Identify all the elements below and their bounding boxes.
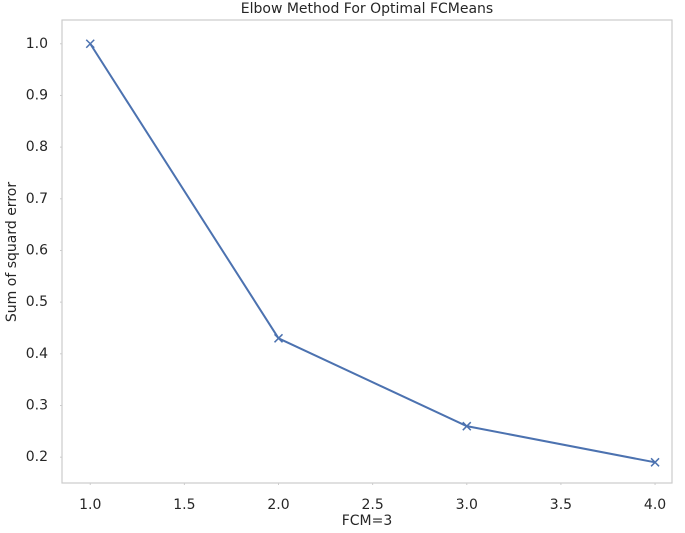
x-tick-label: 3.5 xyxy=(550,497,572,513)
x-tick-label: 4.0 xyxy=(644,497,666,513)
x-tick-label: 2.5 xyxy=(362,497,384,513)
y-tick-label: 0.2 xyxy=(26,449,48,465)
y-tick-label: 0.5 xyxy=(26,294,48,310)
y-tick-label: 0.4 xyxy=(26,346,48,362)
point-marker xyxy=(85,39,95,49)
point-marker xyxy=(273,333,284,343)
y-tick-label: 0.7 xyxy=(26,191,48,207)
chart-title: Elbow Method For Optimal FCMeans xyxy=(241,1,493,17)
y-tick-label: 1.0 xyxy=(26,36,48,52)
x-tick-label: 1.0 xyxy=(79,497,101,513)
x-tick-label: 2.0 xyxy=(267,497,289,513)
x-tick-label: 1.5 xyxy=(173,497,195,513)
y-tick-label: 0.3 xyxy=(26,397,48,413)
plot-frame xyxy=(61,19,673,484)
point-marker xyxy=(462,421,472,431)
y-tick-label: 0.8 xyxy=(26,139,48,155)
y-tick-label: 0.6 xyxy=(26,242,48,258)
data-line xyxy=(89,43,656,464)
point-marker xyxy=(650,457,660,467)
y-axis-label: Sum of squard error xyxy=(4,182,20,322)
x-axis-label: FCM=3 xyxy=(342,513,393,529)
x-tick-label: 3.0 xyxy=(456,497,478,513)
y-tick-label: 0.9 xyxy=(26,87,48,103)
